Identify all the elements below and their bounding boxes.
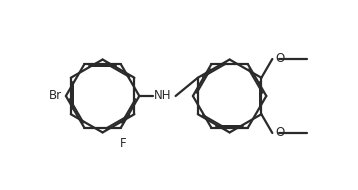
Text: F: F xyxy=(120,137,126,150)
Text: NH: NH xyxy=(154,89,171,102)
Text: Br: Br xyxy=(49,89,62,102)
Text: O: O xyxy=(275,127,285,139)
Text: O: O xyxy=(275,52,285,66)
